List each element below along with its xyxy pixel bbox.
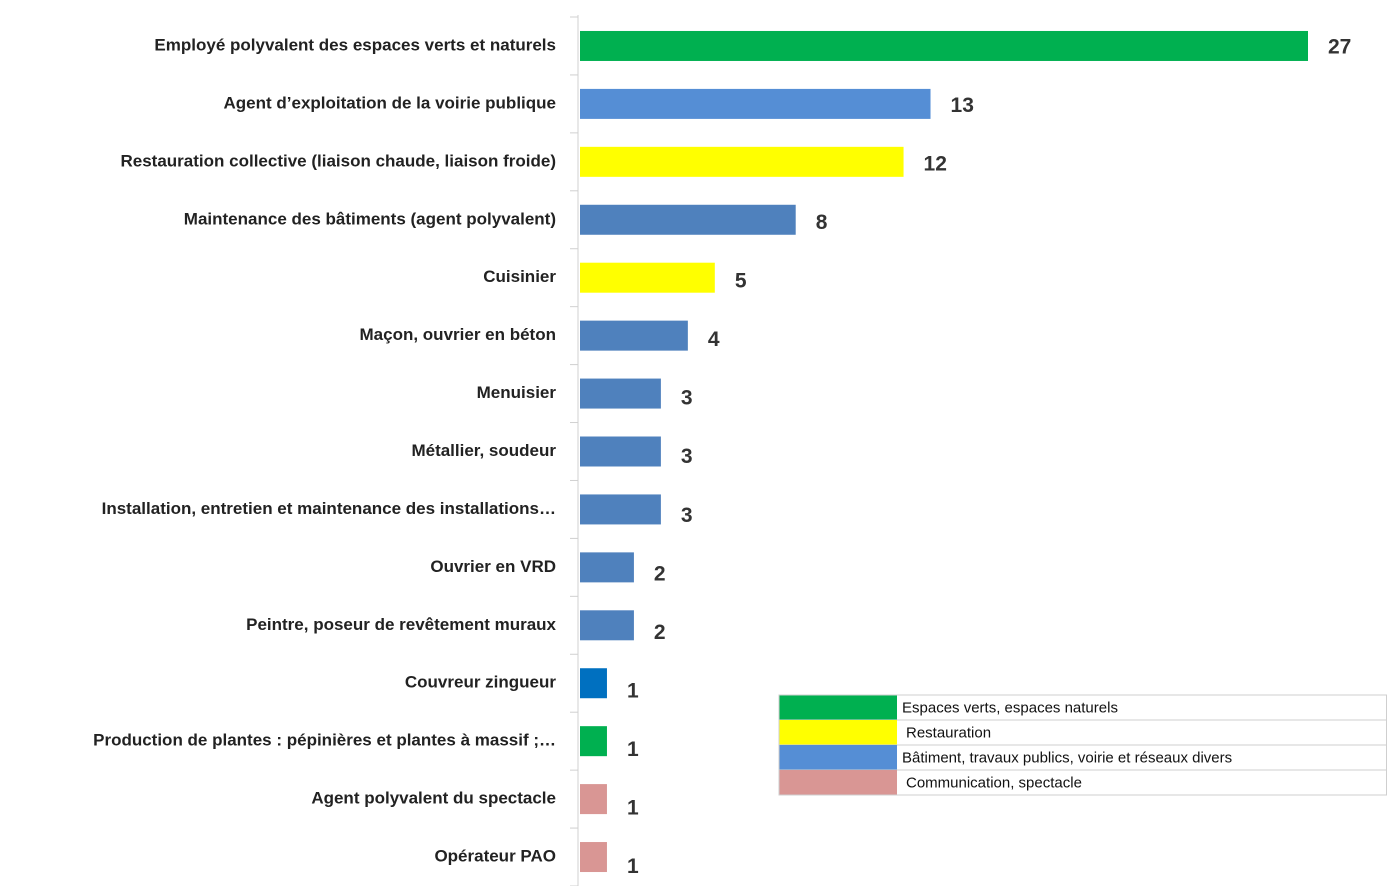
value-label: 8 (816, 211, 828, 234)
value-label: 12 (924, 153, 947, 176)
value-label: 3 (681, 445, 693, 468)
legend-label: Communication, spectacle (906, 774, 1082, 791)
legend-label: Restauration (906, 724, 991, 741)
bar (580, 146, 904, 177)
category-label: Menuisier (477, 383, 557, 402)
category-label: Peintre, poseur de revêtement muraux (246, 615, 556, 634)
bar (580, 378, 661, 409)
value-label: 27 (1328, 36, 1351, 59)
value-label: 1 (627, 796, 639, 819)
legend-label: Bâtiment, travaux publics, voirie et rés… (902, 749, 1232, 766)
legend-swatch (779, 695, 897, 720)
legend-label: Espaces verts, espaces naturels (902, 699, 1118, 716)
category-label: Couvreur zingueur (405, 673, 557, 692)
bar (580, 784, 607, 815)
bar (580, 436, 661, 467)
value-label: 1 (627, 855, 639, 878)
category-label: Installation, entretien et maintenance d… (102, 499, 556, 518)
value-label: 2 (654, 562, 666, 585)
bar (580, 552, 634, 583)
value-label: 1 (627, 679, 639, 702)
category-label: Agent polyvalent du spectacle (311, 789, 556, 808)
category-label: Maçon, ouvrier en béton (360, 325, 556, 344)
category-label: Métallier, soudeur (411, 441, 556, 460)
value-label: 4 (708, 328, 720, 351)
value-label: 2 (654, 621, 666, 644)
bar (580, 88, 931, 119)
bar (580, 262, 715, 293)
bar (580, 494, 661, 525)
value-label: 5 (735, 270, 747, 293)
value-label: 3 (681, 387, 693, 410)
bar (580, 842, 607, 873)
value-label: 13 (951, 94, 974, 117)
category-label: Production de plantes : pépinières et pl… (93, 731, 556, 750)
bar (580, 320, 688, 351)
value-label: 1 (627, 738, 639, 761)
category-label: Cuisinier (483, 267, 556, 286)
bar (580, 726, 607, 757)
category-label: Opérateur PAO (434, 847, 556, 866)
category-label: Restauration collective (liaison chaude,… (121, 151, 557, 170)
value-label: 3 (681, 504, 693, 527)
category-label: Maintenance des bâtiments (agent polyval… (184, 209, 556, 228)
legend-swatch (779, 745, 897, 770)
category-label: Agent d’exploitation de la voirie publiq… (224, 93, 556, 112)
bar (580, 668, 607, 699)
category-label: Ouvrier en VRD (430, 557, 556, 576)
category-label: Employé polyvalent des espaces verts et … (154, 35, 556, 54)
legend-swatch (779, 720, 897, 745)
bar (580, 204, 796, 235)
bar (580, 30, 1308, 61)
bar (580, 610, 634, 641)
legend-swatch (779, 770, 897, 795)
